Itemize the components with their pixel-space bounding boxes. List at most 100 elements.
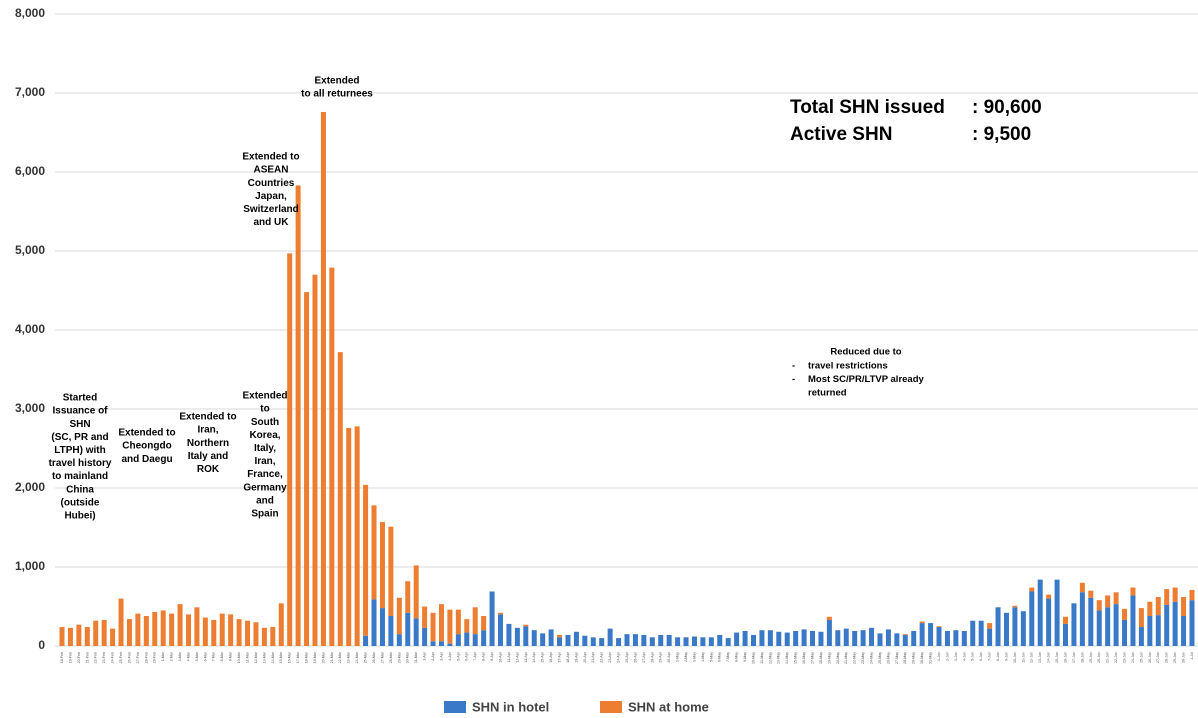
bar-segment: [1046, 594, 1052, 599]
x-tick-label: 28-Mar: [389, 651, 393, 663]
bar-segment: [363, 635, 369, 646]
bar-segment: [422, 606, 428, 628]
bar-segment: [481, 630, 487, 646]
annotation: Northern: [187, 438, 229, 449]
x-tick-label: 4-Mar: [186, 651, 190, 661]
bar-segment: [152, 612, 158, 646]
x-tick-label: 6-Mar: [203, 651, 207, 661]
annotation: travel history: [49, 458, 112, 469]
x-tick-label: 12-Jun: [1030, 652, 1034, 663]
stat-value: : 90,600: [972, 97, 1042, 118]
annotation: Cheongdo: [122, 441, 171, 452]
x-tick-label: 5-Jun: [971, 652, 975, 661]
x-tick-label: 5-Mar: [195, 651, 199, 661]
legend-label: SHN at home: [628, 699, 709, 714]
bar-segment: [126, 619, 132, 646]
x-tick-label: 7-Jun: [988, 652, 992, 661]
bar-segment: [590, 637, 596, 646]
annotation: Extended to: [242, 152, 299, 163]
bar-segment: [818, 631, 824, 646]
note-item: returned: [808, 388, 847, 399]
bar-segment: [531, 630, 537, 646]
x-tick-label: 6-Jun: [979, 652, 983, 661]
bar-segment: [464, 632, 470, 646]
x-tick-label: 19-May: [827, 652, 831, 664]
x-tick-label: 3-Jun: [954, 652, 958, 661]
x-tick-label: 18-Apr: [566, 651, 570, 663]
bar-segment: [826, 616, 832, 620]
y-tick-label: 8,000: [15, 6, 45, 20]
bar-segment: [202, 617, 208, 646]
bar-segment: [371, 505, 377, 600]
annotation: (SC, PR and: [51, 432, 108, 443]
y-tick-label: 6,000: [15, 164, 45, 178]
x-tick-label: 10-Jun: [1013, 652, 1017, 663]
annotation: Spain: [251, 509, 278, 520]
bar-segment: [557, 637, 563, 646]
x-tick-label: 1-Mar: [161, 651, 165, 661]
bar-segment: [101, 619, 107, 646]
y-tick-label: 5,000: [15, 243, 45, 257]
bar-segment: [599, 638, 605, 646]
bar-segment: [616, 638, 622, 646]
x-tick-label: 4-May: [701, 652, 705, 662]
bar-segment: [472, 607, 478, 635]
x-tick-label: 22-May: [853, 652, 857, 664]
x-tick-label: 12-Mar: [254, 651, 258, 663]
x-tick-label: 24-Feb: [111, 652, 115, 663]
x-tick-label: 3-Mar: [178, 651, 182, 661]
x-tick-label: 22-Apr: [600, 651, 604, 663]
note-bullet: -: [792, 361, 795, 372]
bar-segment: [135, 613, 141, 646]
bar-segment: [405, 612, 411, 646]
stat-label: Total SHN issued: [790, 97, 945, 118]
note-bullet: -: [792, 374, 795, 385]
x-tick-label: 6-Apr: [465, 651, 469, 661]
y-tick-label: 3,000: [15, 401, 45, 415]
bar-segment: [219, 613, 225, 646]
bar-segment: [211, 619, 217, 646]
bar-segment: [413, 565, 419, 619]
annotation: Germany: [243, 482, 287, 493]
bar-segment: [1122, 619, 1128, 646]
annotation: SHN: [69, 419, 90, 430]
annotation: Extended: [314, 76, 359, 87]
x-tick-label: 17-May: [810, 652, 814, 664]
bar-segment: [1155, 615, 1161, 646]
x-tick-label: 28-Jun: [1165, 652, 1169, 663]
bar-segment: [514, 627, 520, 646]
bar-segment: [194, 607, 200, 646]
note-item: Most SC/PR/LTVP already: [808, 374, 925, 385]
bar-segment: [557, 634, 563, 638]
x-tick-label: 13-Mar: [262, 651, 266, 663]
annotation: and Daegu: [121, 454, 172, 465]
bar-segment: [725, 638, 731, 646]
x-tick-label: 18-Mar: [305, 651, 309, 663]
y-tick-label: 4,000: [15, 322, 45, 336]
x-tick-label: 24-Apr: [617, 651, 621, 663]
x-tick-label: 19-Feb: [68, 652, 72, 663]
bar-segment: [953, 630, 959, 646]
bar-segment: [987, 628, 993, 646]
x-tick-label: 21-Jun: [1106, 652, 1110, 663]
x-tick-label: 27-Feb: [136, 652, 140, 663]
x-tick-label: 11-Mar: [245, 651, 249, 663]
annotation: South: [251, 417, 279, 428]
x-tick-label: 27-May: [895, 652, 899, 664]
stat-value: : 9,500: [972, 124, 1031, 145]
x-tick-label: 18-Feb: [60, 652, 64, 663]
bar-segment: [582, 635, 588, 646]
x-tick-label: 19-Apr: [574, 651, 578, 663]
x-tick-label: 30-Apr: [667, 651, 671, 663]
x-tick-label: 10-Apr: [498, 651, 502, 663]
note-title: Reduced due to: [830, 347, 901, 358]
bar-segment: [961, 630, 967, 646]
x-tick-label: 9-Jun: [1004, 652, 1008, 661]
x-tick-label: 24-Mar: [355, 651, 359, 663]
bar-segment: [160, 610, 166, 646]
annotation: France,: [247, 469, 283, 480]
x-tick-label: 18-May: [819, 652, 823, 664]
x-tick-label: 21-Mar: [330, 651, 334, 663]
bar-segment: [337, 352, 343, 646]
